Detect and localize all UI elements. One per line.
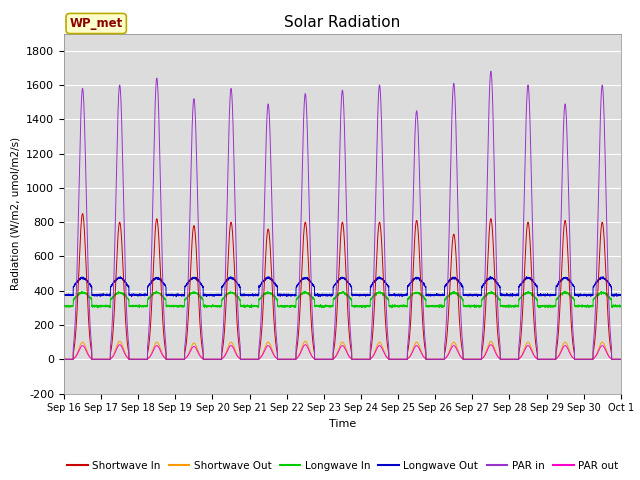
Shortwave In [161, 337, 168, 343]
PAR out [60, 357, 68, 362]
Longwave Out [322, 292, 330, 298]
PAR out [467, 357, 475, 362]
Longwave In [436, 303, 444, 309]
PAR in [499, 357, 507, 362]
PAR in [617, 357, 625, 362]
Shortwave Out [617, 357, 625, 362]
Line: Shortwave In: Shortwave In [64, 214, 621, 360]
Longwave In [60, 303, 68, 309]
Longwave Out [467, 292, 475, 298]
PAR out [161, 355, 168, 360]
PAR out [617, 357, 625, 362]
Line: Shortwave Out: Shortwave Out [64, 341, 621, 360]
Longwave Out [616, 293, 624, 299]
Shortwave In [467, 357, 475, 362]
Longwave In [617, 303, 625, 309]
Longwave In [467, 303, 475, 309]
Longwave Out [575, 294, 582, 300]
Longwave Out [617, 292, 625, 298]
PAR in [616, 357, 624, 362]
Title: Solar Radiation: Solar Radiation [284, 15, 401, 30]
Longwave Out [60, 292, 68, 298]
PAR in [487, 69, 495, 74]
PAR in [467, 357, 475, 362]
PAR in [322, 357, 330, 362]
Legend: Shortwave In, Shortwave Out, Longwave In, Longwave Out, PAR in, PAR out: Shortwave In, Shortwave Out, Longwave In… [63, 456, 622, 475]
Longwave In [616, 303, 624, 309]
Longwave In [561, 288, 568, 294]
Line: Longwave Out: Longwave Out [64, 276, 621, 297]
Shortwave Out [616, 357, 624, 362]
Shortwave In [322, 357, 330, 362]
Shortwave Out [60, 357, 68, 362]
Longwave In [322, 303, 330, 309]
Line: PAR in: PAR in [64, 72, 621, 360]
Shortwave Out [467, 357, 475, 362]
Shortwave Out [116, 338, 124, 344]
PAR in [60, 357, 68, 362]
Shortwave In [79, 211, 86, 216]
PAR out [499, 357, 507, 362]
Longwave In [499, 302, 507, 308]
PAR out [616, 357, 624, 362]
X-axis label: Time: Time [329, 419, 356, 429]
Shortwave In [499, 357, 507, 362]
Shortwave Out [161, 354, 168, 360]
Shortwave Out [322, 357, 330, 362]
Longwave Out [160, 281, 168, 287]
Shortwave In [617, 357, 625, 362]
Shortwave In [436, 357, 444, 362]
PAR out [116, 342, 124, 348]
PAR out [322, 357, 330, 362]
Longwave Out [599, 274, 607, 279]
Shortwave In [60, 357, 68, 362]
Text: WP_met: WP_met [70, 17, 123, 30]
PAR out [436, 357, 444, 362]
Shortwave Out [499, 357, 507, 362]
Longwave In [161, 295, 168, 300]
Shortwave Out [436, 357, 444, 362]
Line: Longwave In: Longwave In [64, 291, 621, 308]
Longwave In [94, 305, 102, 311]
Shortwave In [616, 357, 624, 362]
Longwave Out [436, 293, 444, 299]
Line: PAR out: PAR out [64, 345, 621, 360]
Longwave Out [499, 292, 506, 298]
PAR in [160, 314, 168, 320]
PAR in [436, 357, 444, 362]
Y-axis label: Radiation (W/m2, umol/m2/s): Radiation (W/m2, umol/m2/s) [11, 137, 20, 290]
